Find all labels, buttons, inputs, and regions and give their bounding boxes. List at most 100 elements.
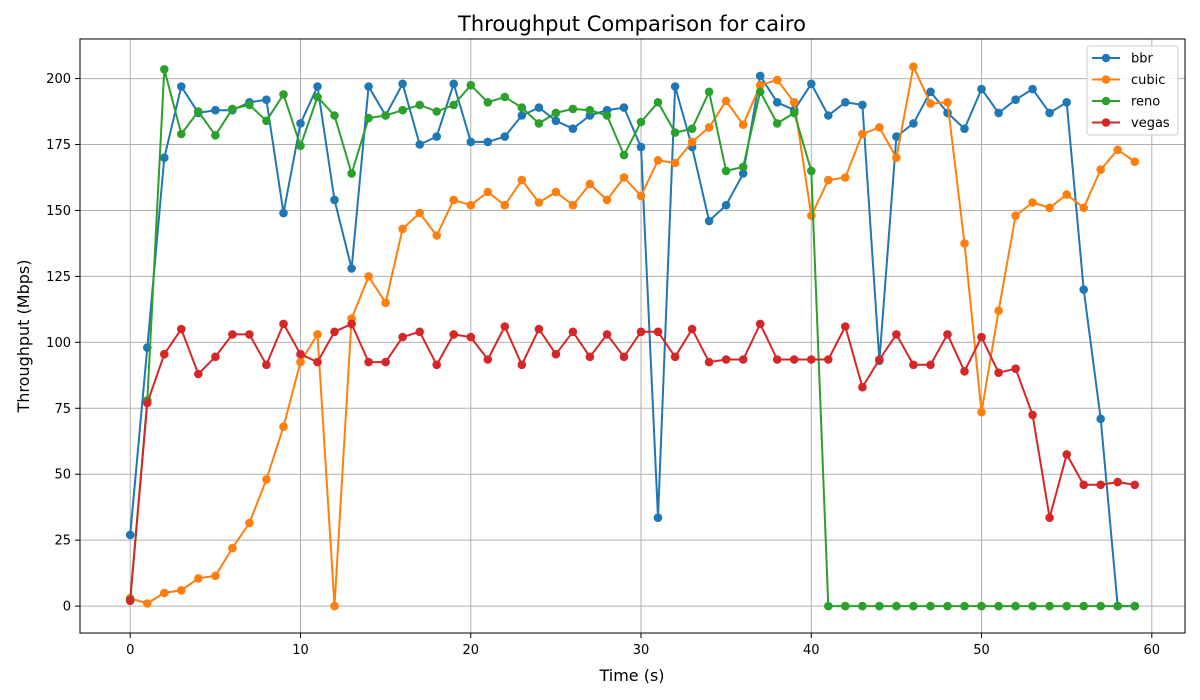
data-point-vegas bbox=[432, 360, 442, 370]
data-point-reno bbox=[177, 129, 186, 139]
data-point-vegas bbox=[449, 330, 459, 339]
data-point-bbr bbox=[551, 116, 561, 126]
data-point-cubic bbox=[262, 475, 271, 484]
legend-label-vegas: vegas bbox=[1131, 116, 1170, 131]
data-point-reno bbox=[449, 100, 459, 110]
data-point-cubic bbox=[755, 80, 765, 90]
data-point-vegas bbox=[636, 327, 646, 337]
data-point-vegas bbox=[364, 357, 373, 367]
data-point-vegas bbox=[619, 352, 629, 362]
data-point-bbr bbox=[1079, 285, 1088, 294]
data-point-cubic bbox=[500, 200, 510, 210]
data-point-cubic bbox=[721, 96, 731, 106]
data-point-vegas bbox=[534, 324, 544, 334]
data-point-reno bbox=[704, 87, 714, 97]
data-point-reno bbox=[653, 98, 663, 107]
data-point-vegas bbox=[466, 332, 476, 342]
data-point-reno bbox=[1096, 601, 1105, 611]
data-point-vegas bbox=[551, 349, 561, 359]
data-point-vegas bbox=[398, 332, 407, 342]
data-point-reno bbox=[1062, 601, 1071, 611]
data-point-vegas bbox=[296, 349, 305, 359]
data-point-bbr bbox=[824, 111, 833, 120]
data-point-reno bbox=[738, 162, 748, 172]
data-point-reno bbox=[279, 90, 288, 99]
data-point-vegas bbox=[517, 360, 527, 370]
data-point-bbr bbox=[755, 71, 765, 81]
data-point-vegas bbox=[194, 369, 203, 379]
data-point-cubic bbox=[211, 571, 220, 581]
data-point-bbr bbox=[466, 137, 476, 147]
data-point-bbr bbox=[517, 111, 527, 120]
data-point-bbr bbox=[534, 103, 544, 112]
data-point-cubic bbox=[926, 99, 935, 108]
data-point-reno bbox=[466, 80, 476, 90]
data-point-cubic bbox=[619, 173, 629, 182]
x-tick-label: 0 bbox=[126, 643, 134, 658]
series-bbr bbox=[125, 71, 1140, 611]
data-point-vegas bbox=[789, 355, 799, 364]
legend-label-cubic: cubic bbox=[1131, 73, 1165, 88]
data-point-reno bbox=[347, 169, 356, 178]
data-point-reno bbox=[772, 119, 782, 128]
data-point-vegas bbox=[687, 324, 697, 334]
data-point-vegas bbox=[926, 360, 935, 370]
data-point-reno bbox=[755, 87, 765, 97]
data-point-bbr bbox=[738, 169, 748, 178]
data-point-bbr bbox=[177, 82, 186, 91]
data-point-bbr bbox=[994, 108, 1003, 118]
data-point-vegas bbox=[1062, 450, 1071, 459]
data-point-reno bbox=[789, 108, 799, 118]
legend-marker-bbr bbox=[1101, 53, 1111, 63]
data-point-reno bbox=[432, 107, 442, 116]
data-point-cubic bbox=[704, 123, 714, 132]
data-point-vegas bbox=[500, 322, 510, 331]
data-point-bbr bbox=[568, 124, 578, 133]
data-point-reno bbox=[841, 601, 850, 611]
data-point-vegas bbox=[1011, 364, 1020, 374]
data-point-reno bbox=[568, 104, 578, 114]
data-point-reno bbox=[1028, 601, 1037, 611]
data-point-bbr bbox=[262, 95, 271, 104]
data-point-bbr bbox=[858, 100, 867, 110]
data-point-vegas bbox=[807, 355, 816, 364]
data-point-bbr bbox=[772, 98, 782, 107]
data-point-bbr bbox=[1062, 98, 1071, 107]
data-point-vegas bbox=[721, 355, 731, 364]
data-point-cubic bbox=[415, 208, 425, 218]
legend-label-reno: reno bbox=[1131, 95, 1160, 110]
data-point-cubic bbox=[466, 200, 476, 210]
data-point-cubic bbox=[1113, 145, 1122, 155]
legend: bbr cubic reno vegas bbox=[1086, 45, 1179, 136]
data-point-bbr bbox=[211, 105, 220, 115]
data-point-vegas bbox=[330, 327, 339, 337]
data-point-vegas bbox=[960, 367, 969, 376]
data-point-vegas bbox=[670, 352, 680, 362]
data-point-cubic bbox=[296, 357, 305, 367]
data-point-reno bbox=[364, 113, 373, 123]
data-point-reno bbox=[619, 150, 629, 160]
data-point-vegas bbox=[381, 357, 390, 367]
x-tick-label: 50 bbox=[973, 643, 990, 658]
x-tick-label: 60 bbox=[1144, 643, 1161, 658]
data-point-cubic bbox=[585, 179, 595, 189]
data-point-cubic bbox=[807, 211, 816, 220]
data-point-reno bbox=[534, 119, 544, 128]
data-point-cubic bbox=[602, 195, 612, 205]
series-line-vegas bbox=[129, 322, 1135, 601]
data-point-reno bbox=[517, 103, 527, 112]
data-point-cubic bbox=[1130, 157, 1140, 166]
data-point-bbr bbox=[892, 132, 901, 141]
data-point-cubic bbox=[687, 137, 697, 147]
data-point-bbr bbox=[1011, 95, 1020, 104]
data-point-vegas bbox=[245, 330, 254, 339]
data-point-reno bbox=[1113, 601, 1122, 611]
data-point-reno bbox=[585, 105, 595, 115]
data-point-cubic bbox=[892, 153, 901, 162]
data-point-vegas bbox=[772, 355, 782, 364]
data-point-bbr bbox=[347, 264, 356, 273]
data-point-bbr bbox=[1045, 108, 1054, 118]
data-point-vegas bbox=[228, 330, 237, 339]
data-point-cubic bbox=[330, 601, 339, 611]
data-point-reno bbox=[977, 601, 986, 611]
